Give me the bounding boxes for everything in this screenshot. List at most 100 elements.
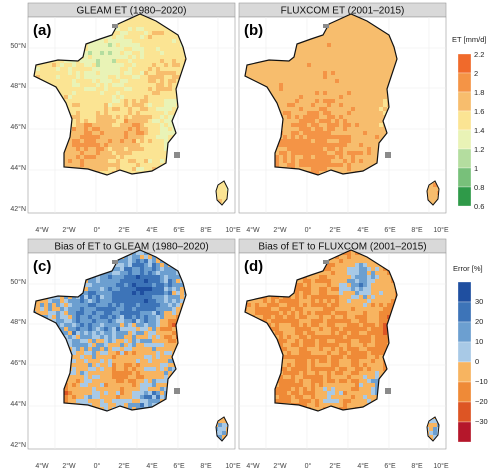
raster-cell (291, 151, 296, 156)
raster-cell (144, 255, 149, 260)
raster-cell (164, 283, 169, 288)
raster-cell (96, 351, 101, 356)
raster-cell (347, 79, 352, 84)
raster-cell (433, 187, 438, 192)
raster-cell (124, 39, 129, 44)
raster-cell (80, 75, 85, 80)
raster-cell (112, 275, 117, 280)
raster-cell (331, 131, 336, 136)
raster-cell (84, 387, 89, 392)
raster-cell (291, 107, 296, 112)
raster-cell (371, 155, 376, 160)
raster-cell (343, 151, 348, 156)
raster-cell (351, 155, 356, 160)
raster-cell (108, 279, 113, 284)
raster-cell (132, 27, 137, 32)
raster-cell (172, 63, 177, 68)
raster-cell (68, 63, 73, 68)
raster-cell (148, 71, 153, 76)
raster-cell (124, 383, 129, 388)
raster-cell (88, 71, 93, 76)
raster-cell (152, 47, 157, 52)
raster-cell (359, 95, 364, 100)
raster-cell (140, 83, 145, 88)
raster-cell (120, 275, 125, 280)
raster-cell (104, 147, 109, 152)
raster-cell (120, 291, 125, 296)
raster-cell (120, 351, 125, 356)
raster-cell (160, 343, 165, 348)
raster-cell (180, 59, 185, 64)
raster-cell (295, 147, 300, 152)
raster-cell (112, 71, 117, 76)
raster-cell (331, 87, 336, 92)
raster-cell (128, 147, 133, 152)
raster-cell (136, 135, 141, 140)
raster-cell (172, 315, 177, 320)
raster-cell (291, 59, 296, 64)
raster-cell (96, 143, 101, 148)
raster-cell (80, 127, 85, 132)
raster-cell (172, 327, 177, 332)
raster-cell (84, 367, 89, 372)
raster-cell (148, 335, 153, 340)
raster-cell (116, 343, 121, 348)
raster-cell (180, 283, 185, 288)
raster-cell (148, 47, 153, 52)
raster-cell (335, 47, 340, 52)
raster-cell (331, 55, 336, 60)
raster-cell (68, 71, 73, 76)
raster-cell (327, 35, 332, 40)
raster-cell (331, 123, 336, 128)
raster-cell (68, 387, 73, 392)
raster-cell (100, 131, 105, 136)
raster-cell (383, 71, 388, 76)
raster-cell (168, 51, 173, 56)
raster-cell (164, 303, 169, 308)
raster-cell (60, 299, 65, 304)
raster-cell (80, 79, 85, 84)
raster-cell (112, 87, 117, 92)
raster-cell (48, 311, 53, 316)
raster-cell (371, 55, 376, 60)
raster-cell (108, 375, 113, 380)
raster-cell (371, 123, 376, 128)
raster-cell (132, 395, 137, 400)
raster-cell (120, 295, 125, 300)
raster-cell (76, 111, 81, 116)
raster-cell (116, 363, 121, 368)
raster-cell (311, 79, 316, 84)
raster-cell (76, 371, 81, 376)
raster-cell (84, 87, 89, 92)
raster-cell (84, 303, 89, 308)
raster-cell (339, 151, 344, 156)
raster-cell (116, 167, 121, 172)
raster-cell (116, 147, 121, 152)
raster-cell (100, 151, 105, 156)
raster-cell (116, 83, 121, 88)
raster-cell (271, 63, 276, 68)
raster-cell (68, 311, 73, 316)
raster-cell (383, 35, 388, 40)
raster-cell (108, 131, 113, 136)
raster-cell (96, 67, 101, 72)
raster-cell (307, 135, 312, 140)
raster-cell (291, 71, 296, 76)
raster-cell (343, 99, 348, 104)
raster-cell (48, 63, 53, 68)
raster-cell (156, 43, 161, 48)
raster-cell (359, 75, 364, 80)
raster-cell (120, 323, 125, 328)
raster-cell (152, 351, 157, 356)
raster-cell (152, 135, 157, 140)
raster-cell (124, 323, 129, 328)
raster-cell (156, 335, 161, 340)
raster-cell (351, 83, 356, 88)
raster-cell (331, 151, 336, 156)
raster-cell (116, 43, 121, 48)
raster-cell (331, 127, 336, 132)
raster-cell (379, 79, 384, 84)
raster-cell (363, 31, 368, 36)
raster-cell (144, 59, 149, 64)
raster-cell (96, 327, 101, 332)
